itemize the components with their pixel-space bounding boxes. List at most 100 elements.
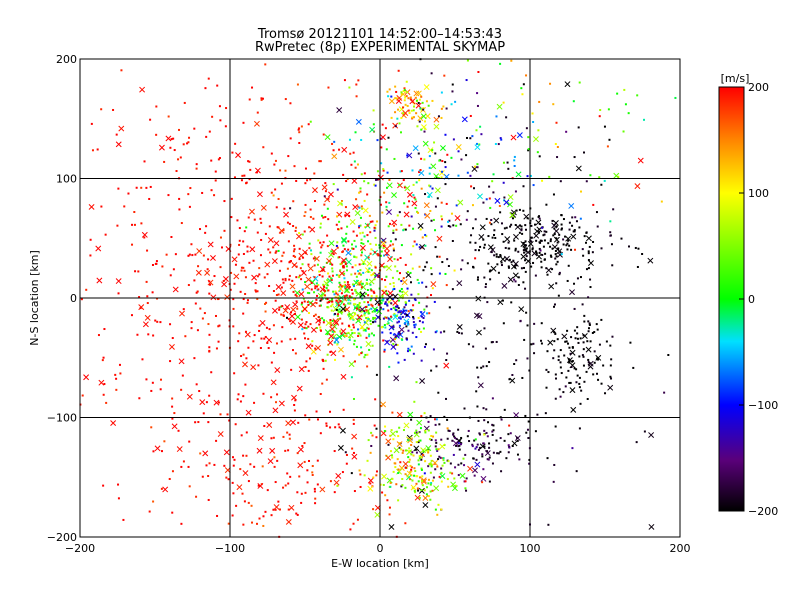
dot-marker (399, 256, 402, 259)
dot-marker (389, 332, 392, 335)
dot-marker (331, 274, 334, 277)
dot-marker (429, 462, 432, 465)
x-marker (367, 485, 374, 492)
dot-marker (608, 138, 611, 141)
dot-marker (360, 315, 363, 318)
dot-marker (397, 278, 400, 281)
dot-marker (345, 232, 348, 235)
dot-marker (526, 324, 529, 327)
dot-marker (559, 395, 562, 398)
dot-marker (566, 279, 569, 282)
dot-marker (515, 209, 518, 212)
dot-marker (576, 277, 579, 280)
dot-marker (367, 327, 370, 330)
x-marker (171, 423, 178, 430)
dot-marker (363, 172, 366, 175)
x-marker (178, 358, 185, 365)
dot-marker (350, 273, 353, 276)
dot-marker (491, 341, 494, 344)
dot-marker (474, 218, 477, 221)
dot-marker (342, 408, 345, 411)
dot-marker (392, 333, 395, 336)
dot-marker (412, 116, 415, 119)
dot-marker (213, 194, 216, 197)
dot-marker (334, 296, 337, 299)
dot-marker (252, 259, 255, 262)
dot-marker (377, 274, 380, 277)
dot-marker (402, 90, 405, 93)
dot-marker (587, 250, 590, 253)
dot-marker (272, 290, 275, 293)
x-marker (422, 502, 429, 509)
dot-marker (208, 292, 211, 295)
dot-marker (362, 329, 365, 332)
dot-marker (589, 174, 592, 177)
dot-marker (508, 258, 511, 261)
dot-marker (429, 471, 432, 474)
dot-marker (365, 309, 368, 312)
dot-marker (389, 485, 392, 488)
x-marker (434, 187, 441, 194)
dot-marker (495, 255, 498, 258)
dot-marker (483, 445, 486, 448)
dot-marker (103, 382, 106, 385)
dot-marker (560, 227, 563, 230)
dot-marker (380, 162, 383, 165)
dot-marker (408, 299, 411, 302)
dot-marker (369, 482, 372, 485)
dot-marker (319, 329, 322, 332)
dot-marker (340, 262, 343, 265)
dot-marker (275, 206, 278, 209)
dot-marker (293, 248, 296, 251)
dot-marker (289, 102, 292, 105)
dot-marker (373, 183, 376, 186)
dot-marker (556, 156, 559, 159)
dot-marker (355, 234, 358, 237)
dot-marker (216, 84, 219, 87)
dot-marker (322, 367, 325, 370)
dot-marker (337, 228, 340, 231)
dot-marker (560, 223, 563, 226)
dot-marker (322, 241, 325, 244)
dot-marker (459, 223, 462, 226)
dot-marker (559, 180, 562, 183)
x-marker (283, 211, 289, 218)
dot-marker (327, 289, 330, 292)
dot-marker (308, 292, 311, 295)
x-marker (648, 523, 655, 530)
dot-marker (234, 263, 237, 266)
dot-marker (248, 261, 251, 264)
dot-marker (457, 150, 460, 153)
dot-marker (287, 155, 290, 158)
x-marker (280, 290, 287, 297)
x-marker (168, 343, 175, 350)
x-marker (366, 260, 373, 267)
dot-marker (295, 276, 298, 279)
dot-marker (138, 296, 141, 299)
dot-marker (367, 316, 370, 319)
dot-marker (443, 461, 446, 464)
x-marker (338, 346, 344, 353)
dot-marker (273, 465, 276, 468)
dot-marker (171, 511, 174, 514)
x-marker (266, 422, 273, 428)
dot-marker (446, 427, 449, 430)
dot-marker (497, 452, 500, 455)
dot-marker (347, 240, 350, 243)
dot-marker (207, 421, 210, 424)
dot-marker (280, 340, 283, 343)
dot-marker (396, 458, 399, 461)
dot-marker (435, 365, 438, 368)
x-marker (309, 226, 316, 233)
dot-marker (319, 222, 322, 225)
dot-marker (344, 285, 347, 288)
dot-marker (353, 160, 356, 163)
dot-marker (555, 237, 558, 240)
dot-marker (609, 375, 612, 378)
x-marker (365, 341, 372, 347)
dot-marker (288, 433, 291, 436)
dot-marker (554, 332, 557, 335)
dot-marker (232, 298, 235, 301)
dot-marker (135, 186, 138, 189)
